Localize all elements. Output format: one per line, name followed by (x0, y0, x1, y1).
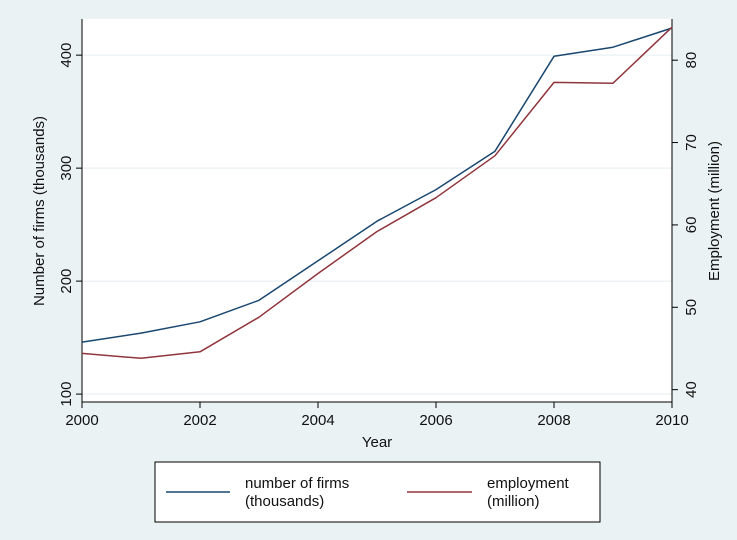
left-y-tick-label-300: 300 (58, 156, 75, 181)
left-y-axis-ticks: 100 200 300 400 (58, 43, 82, 407)
legend-label-firms-line1: number of firms (245, 475, 349, 492)
left-y-tick-label-100: 100 (58, 382, 75, 407)
x-tick-label-2000: 2000 (65, 412, 98, 429)
legend-label-firms-line2: (thousands) (245, 493, 324, 510)
legend: number of firms (thousands) employment (… (154, 461, 601, 523)
x-axis-title: Year (362, 434, 392, 451)
grid-lines (82, 54, 672, 395)
left-y-tick-label-400: 400 (58, 43, 75, 68)
x-tick-label-2006: 2006 (419, 412, 452, 429)
series-line-firms (81, 27, 673, 343)
x-axis-ticks: 2000 2002 2004 2006 2008 2010 (65, 402, 689, 429)
right-y-tick-label-80: 80 (683, 52, 700, 69)
right-y-axis-ticks: 40 50 60 70 80 (672, 52, 700, 398)
right-y-tick-label-50: 50 (683, 299, 700, 316)
right-y-tick-label-70: 70 (683, 134, 700, 151)
x-tick-label-2008: 2008 (537, 412, 570, 429)
legend-label-employment-line1: employment (487, 475, 570, 492)
left-y-axis-title: Number of firms (thousands) (31, 116, 48, 306)
legend-label-employment-line2: (million) (487, 493, 540, 510)
left-y-tick-label-200: 200 (58, 269, 75, 294)
series-lines (81, 26, 673, 360)
x-tick-label-2004: 2004 (301, 412, 334, 429)
x-tick-label-2002: 2002 (183, 412, 216, 429)
plot-area (82, 19, 672, 402)
right-y-axis-title: Employment (million) (706, 141, 723, 281)
axes (81, 19, 673, 403)
right-y-tick-label-40: 40 (683, 381, 700, 398)
right-y-tick-label-60: 60 (683, 217, 700, 234)
series-line-employment (81, 26, 673, 360)
x-tick-label-2010: 2010 (655, 412, 688, 429)
